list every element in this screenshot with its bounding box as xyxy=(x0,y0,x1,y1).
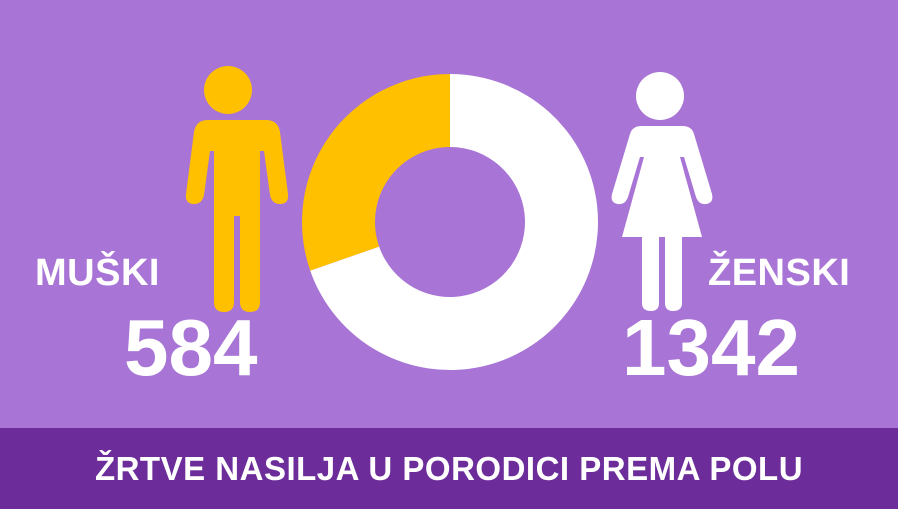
male-person-icon xyxy=(185,66,289,312)
donut-chart xyxy=(302,74,598,370)
footer-banner: ŽRTVE NASILJA U PORODICI PREMA POLU xyxy=(0,428,898,509)
male-count: 584 xyxy=(124,303,258,392)
chart-title: ŽRTVE NASILJA U PORODICI PREMA POLU xyxy=(94,449,804,487)
donut-slice-male xyxy=(302,74,450,271)
female-label: ŽENSKI xyxy=(708,252,851,294)
female-count: 1342 xyxy=(622,303,800,392)
donut-slice-female xyxy=(310,74,598,370)
female-person-icon xyxy=(611,72,713,311)
infographic-panel: MUŠKI 584 ŽENSKI 1342 xyxy=(35,66,851,392)
male-label: MUŠKI xyxy=(35,252,160,294)
